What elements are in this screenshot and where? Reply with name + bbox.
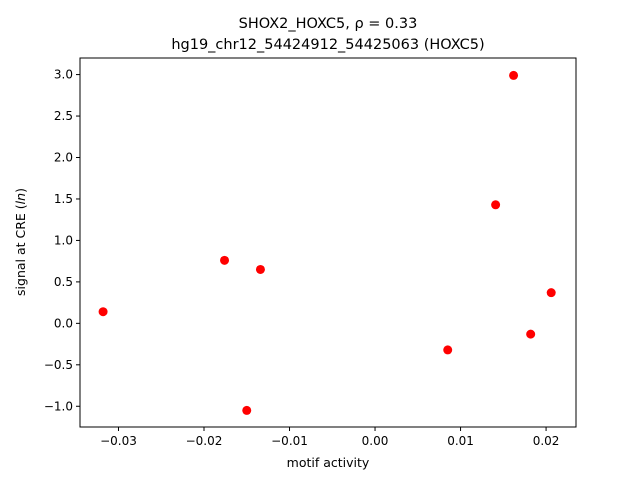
data-point — [220, 255, 230, 265]
y-tick-label: 3.0 — [54, 68, 73, 82]
x-axis: −0.03 −0.02 −0.01 0.00 0.01 0.02 — [100, 427, 559, 448]
x-tick-label: 0.00 — [362, 434, 389, 448]
plot-area — [79, 57, 577, 428]
data-point — [98, 307, 108, 317]
y-tick-label: 2.0 — [54, 151, 73, 165]
y-tick-label: 1.5 — [54, 192, 73, 206]
axes-frame — [79, 57, 577, 428]
y-axis-label-suffix: ) — [13, 188, 28, 193]
x-axis-label: motif activity — [287, 455, 370, 470]
y-axis: −1.0 −0.5 0.0 0.5 1.0 1.5 2.0 2.5 3.0 — [44, 68, 80, 413]
x-tick-label: −0.02 — [186, 434, 223, 448]
chart-title-line1: SHOX2_HOXC5, ρ = 0.33 — [239, 16, 418, 32]
y-tick-label: −1.0 — [44, 399, 73, 413]
y-axis-label: signal at CRE (ln) — [13, 188, 28, 296]
x-tick-label: 0.01 — [447, 434, 474, 448]
y-tick-label: 2.5 — [54, 109, 73, 123]
data-point — [491, 200, 501, 210]
y-tick-label: 0.5 — [54, 275, 73, 289]
x-tick-label: −0.03 — [100, 434, 137, 448]
chart-title-line2: hg19_chr12_54424912_54425063 (HOXC5) — [171, 37, 484, 53]
data-point — [509, 70, 519, 80]
data-point — [526, 329, 536, 339]
y-tick-label: −0.5 — [44, 358, 73, 372]
y-tick-label: 1.0 — [54, 233, 73, 247]
data-point — [443, 345, 453, 355]
x-tick-label: −0.01 — [271, 434, 308, 448]
y-tick-label: 0.0 — [54, 316, 73, 330]
y-axis-label-prefix: signal at CRE ( — [13, 204, 28, 296]
data-point — [255, 264, 265, 274]
x-tick-label: 0.02 — [533, 434, 560, 448]
data-points — [98, 70, 556, 415]
data-point — [242, 405, 252, 415]
data-point — [546, 288, 556, 298]
y-axis-label-unit: ln — [13, 193, 28, 204]
